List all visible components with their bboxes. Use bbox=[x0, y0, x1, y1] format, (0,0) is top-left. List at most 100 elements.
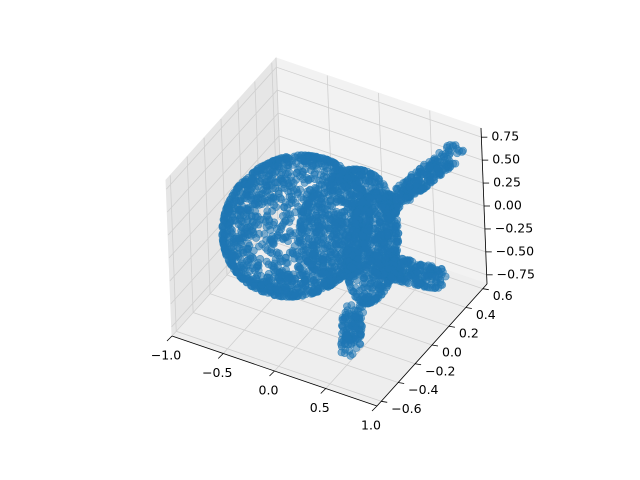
data-point bbox=[321, 253, 330, 262]
data-point bbox=[323, 242, 332, 251]
data-point bbox=[288, 247, 297, 255]
data-point bbox=[245, 267, 254, 275]
x-tick-label: 0.0 bbox=[259, 383, 279, 398]
data-point bbox=[420, 272, 429, 280]
data-point bbox=[317, 208, 326, 217]
data-point bbox=[300, 178, 309, 187]
data-point bbox=[343, 302, 351, 311]
data-point bbox=[262, 257, 271, 266]
data-point bbox=[254, 220, 263, 229]
y-tick-mark bbox=[398, 382, 405, 384]
data-point bbox=[288, 160, 297, 169]
data-point bbox=[412, 168, 421, 177]
y-tick-label: 0.0 bbox=[442, 345, 462, 360]
y-tick-mark bbox=[465, 307, 472, 309]
data-point bbox=[297, 193, 306, 202]
data-point bbox=[349, 272, 358, 281]
z-tick-label: 0.25 bbox=[493, 175, 521, 190]
data-point bbox=[338, 182, 346, 191]
data-point bbox=[332, 198, 341, 207]
data-point bbox=[284, 237, 292, 245]
data-point bbox=[365, 198, 374, 207]
data-point bbox=[419, 169, 428, 178]
data-point bbox=[297, 211, 306, 220]
data-point bbox=[252, 274, 261, 283]
data-point bbox=[430, 173, 438, 182]
grid-line-z bbox=[166, 89, 483, 213]
data-point bbox=[345, 346, 354, 355]
x-tick-mark bbox=[269, 370, 275, 377]
data-point bbox=[352, 312, 360, 321]
data-point bbox=[405, 183, 414, 191]
z-tick-label: 0.00 bbox=[494, 198, 522, 213]
data-point bbox=[455, 146, 463, 155]
data-point bbox=[346, 339, 355, 348]
z-tick-label: 0.50 bbox=[492, 152, 520, 167]
data-point bbox=[358, 284, 367, 293]
y-tick-label: 0.4 bbox=[476, 307, 496, 322]
data-point bbox=[268, 206, 276, 215]
x-tick-label: −0.5 bbox=[202, 365, 232, 380]
data-point bbox=[242, 248, 251, 257]
data-point bbox=[396, 274, 405, 283]
data-point bbox=[348, 264, 357, 272]
y-tick-label: −0.4 bbox=[408, 382, 438, 397]
y-tick-label: 0.2 bbox=[459, 326, 479, 341]
y-tick-label: −0.2 bbox=[425, 363, 455, 378]
data-point bbox=[249, 254, 258, 263]
data-point bbox=[391, 226, 400, 235]
grid-line-y bbox=[186, 156, 399, 383]
y-tick-mark bbox=[482, 288, 489, 291]
z-tick-label: 0.75 bbox=[491, 129, 519, 144]
data-point bbox=[415, 279, 424, 288]
data-point bbox=[326, 264, 335, 272]
data-point bbox=[345, 191, 354, 200]
data-point bbox=[387, 273, 396, 281]
data-point bbox=[431, 272, 440, 281]
data-point bbox=[397, 195, 406, 204]
data-point bbox=[249, 246, 258, 255]
y-tick-mark bbox=[381, 400, 388, 403]
data-point bbox=[250, 200, 259, 208]
data-point bbox=[422, 282, 431, 291]
data-point bbox=[359, 239, 368, 248]
z-tick-label: −0.75 bbox=[497, 266, 535, 281]
data-point bbox=[426, 162, 435, 171]
data-point bbox=[359, 232, 367, 241]
data-point bbox=[286, 227, 294, 236]
data-point bbox=[448, 141, 457, 150]
data-point bbox=[348, 251, 357, 260]
data-point bbox=[318, 220, 326, 229]
data-point bbox=[252, 233, 260, 242]
y-tick-mark bbox=[448, 325, 455, 328]
tick-labels: −1.0 −0.5 0.0 0.5 1.0 −0.6 −0.4 −0.2 0.0 0.2 0.4 0.… bbox=[151, 129, 535, 433]
data-point bbox=[351, 284, 360, 292]
scatter-points bbox=[218, 141, 467, 360]
data-point bbox=[337, 348, 346, 357]
data-point bbox=[256, 254, 265, 263]
data-point bbox=[394, 204, 403, 213]
data-point bbox=[290, 254, 299, 263]
data-point bbox=[317, 238, 325, 247]
data-point bbox=[317, 193, 326, 202]
data-point bbox=[332, 242, 341, 251]
data-point bbox=[330, 221, 339, 230]
data-point bbox=[329, 181, 338, 190]
data-point bbox=[276, 254, 284, 263]
data-point bbox=[274, 273, 283, 282]
data-point bbox=[308, 267, 317, 276]
x-tick-label: 1.0 bbox=[361, 418, 381, 433]
data-point bbox=[252, 263, 261, 272]
data-point bbox=[343, 174, 352, 183]
grid-line-y bbox=[254, 81, 466, 308]
x-tick-label: 0.5 bbox=[310, 400, 330, 415]
y-tick-mark bbox=[431, 344, 439, 347]
data-point bbox=[339, 207, 348, 216]
grid-line-y bbox=[169, 175, 382, 402]
z-tick-label: −0.50 bbox=[496, 243, 534, 258]
data-point bbox=[355, 301, 364, 310]
data-point bbox=[277, 195, 286, 204]
x-tick-mark bbox=[371, 405, 378, 412]
data-point bbox=[299, 168, 307, 176]
data-point bbox=[277, 183, 286, 192]
